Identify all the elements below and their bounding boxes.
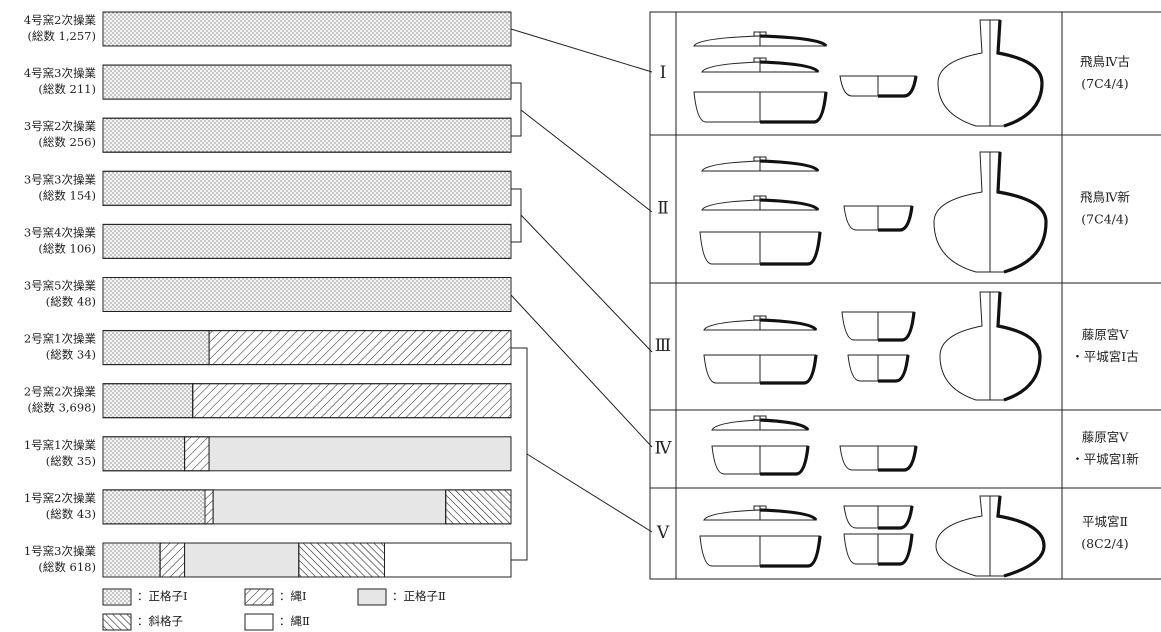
total-label: (総数 3,698) <box>27 401 96 415</box>
legend-label: ：斜格子 <box>137 614 183 628</box>
total-label: (総数 35) <box>46 454 96 468</box>
figure: 4号窯2次操業 (総数 1,257) 4号窯3次操業 (総数 211) 3号窯2次操業 (… <box>0 0 1161 632</box>
bar-texture <box>209 331 511 365</box>
phase-label: 飛鳥Ⅳ新 <box>1080 190 1130 205</box>
category-label: 4号窯2次操業 <box>24 13 97 27</box>
connectors <box>511 29 652 560</box>
bar-texture <box>103 171 511 205</box>
bar-texture <box>103 437 185 471</box>
phase-label: ・平城宮Ⅰ古 <box>1071 349 1138 364</box>
total-label: (総数 48) <box>46 295 96 309</box>
bar-texture <box>103 278 511 312</box>
bar-texture <box>103 65 511 99</box>
category-label: 4号窯3次操業 <box>24 66 97 80</box>
category-label: 3号窯4次操業 <box>24 225 97 239</box>
legend-texture <box>103 589 131 605</box>
bar-texture <box>299 543 385 577</box>
phase-label: (7C4/4) <box>1081 76 1128 91</box>
phase-label: ・平城宮Ⅰ新 <box>1071 452 1138 467</box>
category-label: 2号窯2次操業 <box>24 385 97 399</box>
category-label: 1号窯2次操業 <box>24 491 97 505</box>
bar-texture <box>103 490 205 524</box>
legend-texture <box>245 589 273 605</box>
category-label: 1号窯1次操業 <box>24 438 97 452</box>
phase-numeral: Ⅰ <box>660 63 667 83</box>
bar-segment <box>385 543 511 577</box>
total-label: (総数 154) <box>38 188 96 202</box>
total-label: (総数 211) <box>38 82 96 96</box>
bar-texture <box>103 118 511 152</box>
legend-swatch <box>245 614 273 630</box>
phase-numeral: Ⅳ <box>655 439 673 459</box>
legend-swatch <box>358 589 386 605</box>
total-label: (総数 106) <box>38 241 96 255</box>
bar-texture <box>103 543 160 577</box>
bar-texture <box>160 543 184 577</box>
total-label: (総数 1,257) <box>27 29 96 43</box>
total-label: (総数 34) <box>46 348 96 362</box>
phase-label: 平城宮Ⅱ <box>1082 514 1128 529</box>
total-label: (総数 618) <box>38 560 96 574</box>
phase-label: (8C2/4) <box>1081 536 1128 551</box>
phase-numeral: Ⅱ <box>657 199 669 219</box>
phase-label: (7C4/4) <box>1081 212 1128 227</box>
bar-texture <box>103 224 511 258</box>
total-label: (総数 43) <box>46 507 96 521</box>
category-label: 2号窯1次操業 <box>24 332 97 346</box>
phase-label: 藤原宮Ⅴ <box>1082 430 1130 445</box>
phase-label: 飛鳥Ⅳ古 <box>1080 54 1130 69</box>
bar-texture <box>446 490 511 524</box>
bar-texture <box>103 331 209 365</box>
bar-texture <box>103 12 511 46</box>
bar-texture <box>193 384 511 418</box>
legend-label: ：縄Ⅰ <box>279 589 307 603</box>
phase-numeral: Ⅲ <box>655 336 671 356</box>
pottery-drawings <box>694 20 1046 576</box>
bar-texture <box>185 437 209 471</box>
legend-label: ：縄Ⅱ <box>279 614 310 628</box>
category-label: 3号窯2次操業 <box>24 119 97 133</box>
bar-texture <box>103 384 193 418</box>
phase-numeral: Ⅴ <box>656 523 670 543</box>
category-label: 3号窯3次操業 <box>24 172 97 186</box>
phase-label: 藤原宮Ⅴ <box>1082 327 1130 342</box>
legend-label: ：正格子Ⅰ <box>137 589 188 603</box>
legend-label: ：正格子Ⅱ <box>392 589 446 603</box>
legend-texture <box>103 614 131 630</box>
total-label: (総数 256) <box>38 135 96 149</box>
bar-texture <box>205 490 213 524</box>
category-label: 1号窯3次操業 <box>24 544 97 558</box>
bar-segment <box>213 490 446 524</box>
bar-segment <box>185 543 299 577</box>
category-label: 3号窯5次操業 <box>24 279 97 293</box>
bar-segment <box>209 437 511 471</box>
